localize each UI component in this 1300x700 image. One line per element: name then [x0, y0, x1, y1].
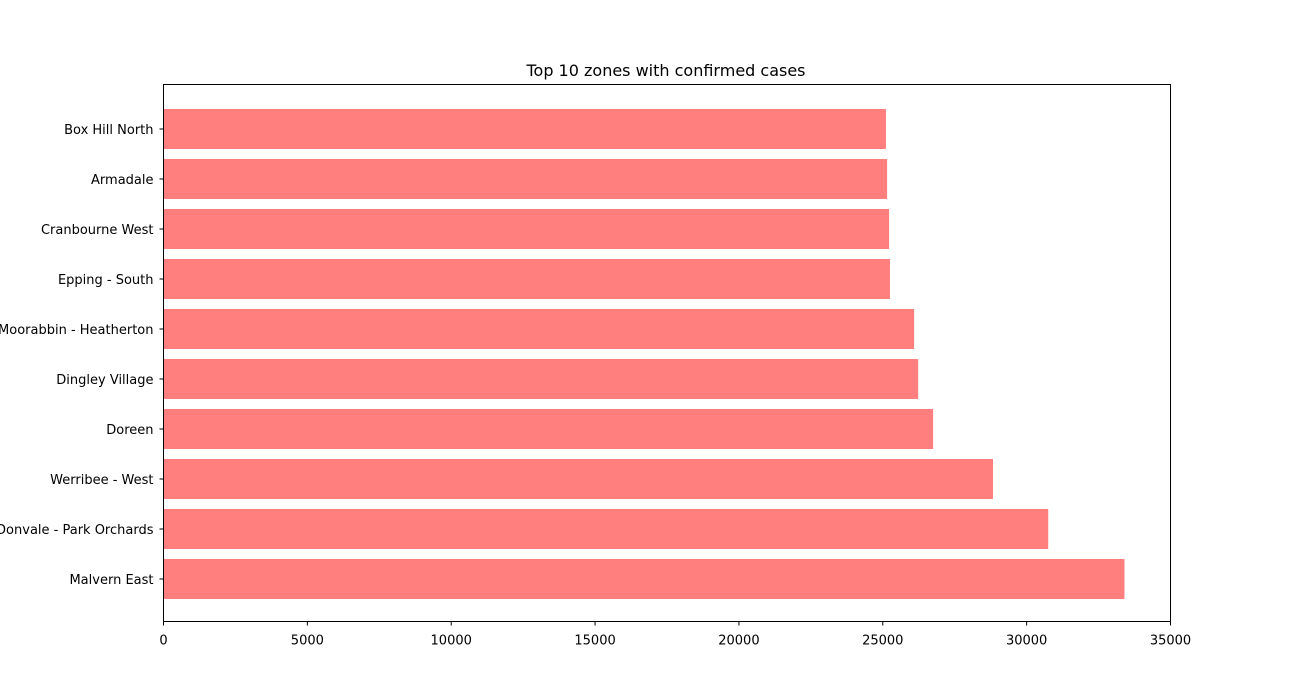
x-tick-label: 20000 — [718, 634, 759, 649]
bar — [163, 209, 890, 249]
y-tick-label: Epping - South — [58, 273, 154, 288]
plot-frame — [163, 84, 1171, 622]
y-tick-label: Moorabbin - Heatherton — [0, 323, 154, 338]
y-tick-label: Dingley Village — [56, 373, 153, 388]
y-tick-label: Armadale — [91, 173, 153, 188]
chart-title: Top 10 zones with confirmed cases — [525, 61, 805, 80]
x-tick-label: 15000 — [574, 634, 615, 649]
bar — [163, 259, 890, 299]
bar — [163, 359, 919, 399]
bar — [163, 459, 993, 499]
bar — [163, 559, 1125, 599]
y-tick-label: Malvern East — [69, 573, 153, 588]
bar — [163, 509, 1049, 549]
x-axis-ticks: 0 5000 10000 15000 20000 25000 30000 35000 — [159, 621, 1191, 649]
bar — [163, 409, 934, 449]
x-tick-label: 5000 — [291, 634, 324, 649]
y-tick-label: Werribee - West — [50, 473, 153, 488]
x-tick-label: 10000 — [431, 634, 472, 649]
x-tick-label: 25000 — [862, 634, 903, 649]
y-axis-ticks: Malvern East Donvale - Park Orchards Werri… — [0, 123, 164, 588]
bar — [163, 159, 888, 199]
bars-group — [163, 109, 1125, 599]
x-tick-label: 30000 — [1006, 634, 1047, 649]
y-tick-label: Box Hill North — [64, 123, 153, 138]
x-tick-label: 35000 — [1150, 634, 1191, 649]
bar — [163, 109, 886, 149]
y-tick-label: Donvale - Park Orchards — [0, 523, 154, 538]
x-tick-label: 0 — [159, 634, 167, 649]
bar — [163, 309, 915, 349]
y-tick-label: Doreen — [106, 423, 153, 438]
y-tick-label: Cranbourne West — [41, 223, 154, 238]
